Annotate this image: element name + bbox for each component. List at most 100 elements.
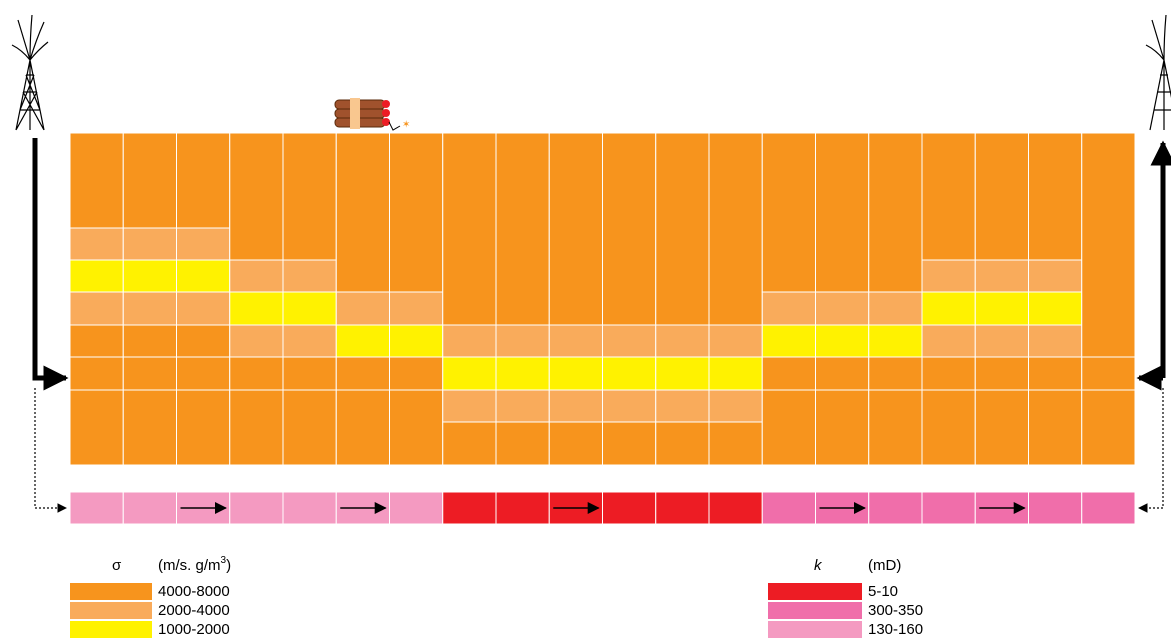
layer-cell [974,356,1029,391]
layer-cell [495,389,550,423]
layer-cell [229,259,284,293]
strip-cell [602,491,657,525]
layer-cell [921,259,976,293]
layer-cell [122,291,177,326]
layer-cell [229,356,284,391]
layer-cell [69,389,124,466]
layer-cell [1028,356,1083,391]
layer-cell [602,389,657,423]
layer-cell [1028,389,1083,466]
layer-cell [602,132,657,326]
tower-left [11,14,49,131]
permeability-strip [69,491,1136,525]
legend-symbol: σ [112,557,122,574]
layer-cell [815,291,870,326]
layer-cell [655,324,710,358]
layer-cell [282,291,337,326]
layer-cell [335,291,390,326]
layer-cell [655,132,710,326]
layer-cell [1028,132,1083,261]
layer-cell [495,324,550,358]
layer-cell [229,291,284,326]
layer-cell [389,356,444,391]
layer-cell [548,356,603,391]
layer-cell [495,421,550,466]
layer-cell [974,259,1029,293]
layer-cell [1028,324,1083,358]
layer-cell [815,356,870,391]
layer-cell [868,324,923,358]
layer-cell [176,132,231,229]
layer-cell [815,389,870,466]
strip-cell [868,491,923,525]
layer-cell [176,227,231,261]
layer-cell [282,259,337,293]
layer-cell [868,132,923,293]
layer-cell [282,356,337,391]
layer-cell [708,356,763,391]
strip-cell [495,491,550,525]
layer-cell [868,291,923,326]
layer-cell [708,389,763,423]
layer-cell [122,227,177,261]
strip-cell [761,491,816,525]
layer-cell [921,356,976,391]
legend-unit: (mD) [868,557,901,574]
layer-cell [1081,132,1136,358]
layer-cell [335,132,390,293]
layer-cell [548,132,603,326]
layer-cell [868,356,923,391]
legend-swatch [70,602,152,619]
legend-k: k (mD) [814,557,901,574]
layer-cell [442,389,497,423]
layer-cell [974,132,1029,261]
layer-cell [176,356,231,391]
layer-cell [761,356,816,391]
layer-cell [176,389,231,466]
layer-cell [282,324,337,358]
layer-cell [974,291,1029,326]
layer-grid [69,132,1136,466]
legend-label: 4000-8000 [158,583,230,600]
legend-label: 300-350 [868,602,923,619]
legend-swatch [768,583,862,600]
layer-cell [815,132,870,293]
strip-cell [122,491,177,525]
legend-symbol: k [814,557,823,574]
layer-cell [921,389,976,466]
layer-cell [69,324,124,358]
tower-right [1145,14,1171,131]
layer-cell [974,389,1029,466]
layer-cell [69,356,124,391]
layer-cell [335,324,390,358]
layer-cell [1081,389,1136,466]
layer-cell [335,356,390,391]
layer-cell [548,389,603,423]
layer-cell [708,132,763,326]
layer-cell [708,421,763,466]
layer-cell [389,291,444,326]
layer-cell [389,132,444,293]
layer-cell [442,421,497,466]
legend-label: 1000-2000 [158,621,230,638]
layer-cell [655,356,710,391]
layer-cell [229,132,284,261]
layer-cell [1081,356,1136,391]
layer-cell [69,227,124,261]
dynamite: ✶ [334,98,410,131]
layer-cell [708,324,763,358]
layer-cell [761,291,816,326]
layer-cell [122,389,177,466]
layer-cell [921,291,976,326]
legend-swatch [70,583,152,600]
strip-cell [708,491,763,525]
layer-cell [335,389,390,466]
layer-cell [442,132,497,326]
layer-cell [655,421,710,466]
layer-cell [229,389,284,466]
layer-cell [176,324,231,358]
layer-cell [122,356,177,391]
legend-sigma: σ (m/s. g/m3) [112,555,231,574]
layer-cell [761,132,816,293]
